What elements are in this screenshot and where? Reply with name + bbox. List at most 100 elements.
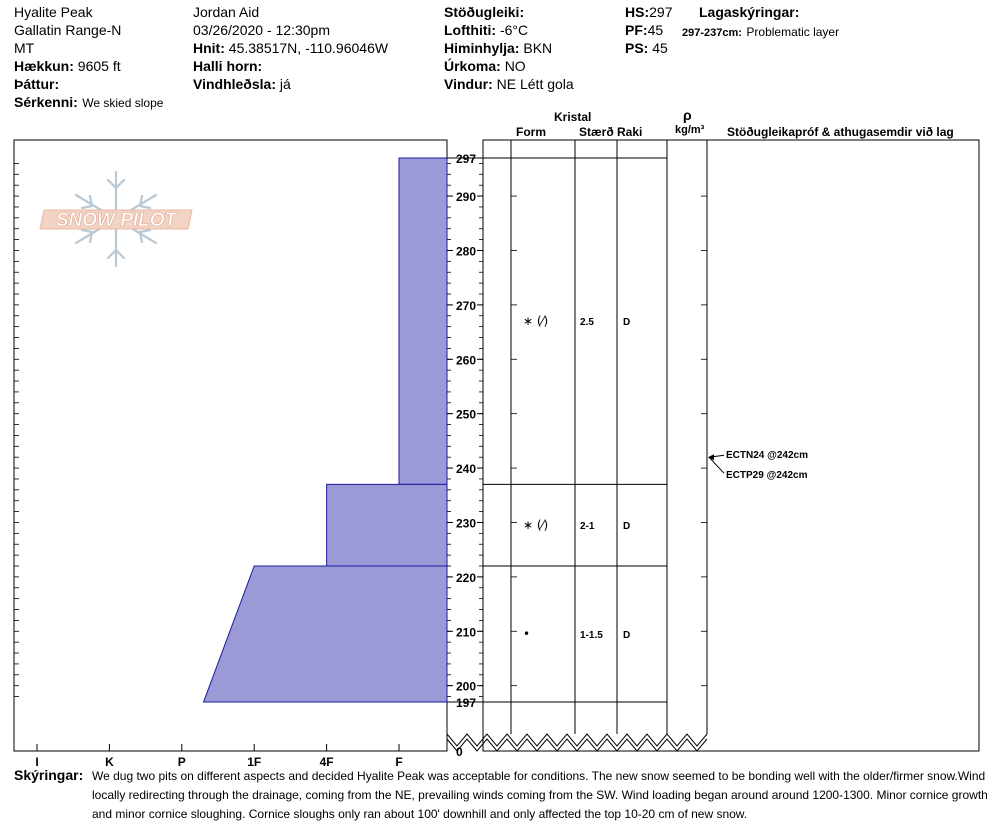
- sky-cover: Himinhylja: BKN: [444, 40, 552, 56]
- hardness-layer-3: [202, 565, 448, 703]
- hs: HS:297: [625, 4, 672, 20]
- pf-label: PF:: [625, 22, 648, 38]
- layer-moisture: D: [623, 317, 630, 328]
- range-name: Gallatin Range-N: [14, 22, 122, 38]
- layer-form: ∗ (⁄): [523, 518, 548, 532]
- layer-note: 297-237cm: Problematic layer: [682, 23, 839, 41]
- stability-notes-header: Stöðugleikapróf & athugasemdir við lag: [727, 125, 954, 139]
- size-header: Stærð: [579, 125, 614, 139]
- depth-zero-label: 0: [456, 745, 463, 759]
- comments-line-3: and minor cornice sloughing. Cornice slo…: [92, 807, 748, 821]
- layer-form: •: [523, 627, 530, 641]
- stability-tests: ECTN24 @242cm ECTP29 @242cm: [708, 450, 808, 481]
- hardness-layer-2: [326, 483, 448, 567]
- sky-value: BKN: [523, 40, 553, 56]
- depth-tick-label: 260: [456, 353, 476, 367]
- layer-moisture: D: [623, 630, 630, 641]
- zigzag-break: [446, 738, 708, 752]
- layer-form: ∗ (⁄): [523, 314, 548, 328]
- layer-note-range: 297-237cm:: [682, 27, 742, 39]
- hardness-tick-label: 4F: [320, 755, 334, 769]
- elevation-label: Hækkun:: [14, 58, 74, 74]
- hardness-tick-label: K: [105, 755, 114, 769]
- depth-axis: 200 210 220 230 240 250 260 270 280 290 297 197 0: [447, 140, 484, 759]
- depth-tick-label: 270: [456, 299, 476, 313]
- precip-value: NO: [504, 58, 526, 74]
- layer-size: 2-1: [580, 521, 595, 532]
- pf-value: 45: [647, 22, 664, 38]
- sky-label: Himinhylja:: [444, 40, 520, 56]
- depth-tick-label: 250: [456, 408, 476, 422]
- precipitation: Úrkoma: NO: [444, 58, 526, 74]
- hs-label: HS:: [625, 4, 650, 20]
- ps: PS: 45: [625, 40, 668, 56]
- state-name: MT: [14, 40, 35, 56]
- stability-test-label: ECTP29 @242cm: [726, 470, 808, 481]
- logo-text: SNOW PILOT: [56, 210, 178, 231]
- wind-loading: Vindhleðsla: já: [193, 76, 291, 92]
- depth-tick-label: 240: [456, 462, 476, 476]
- wind-label: Vindur:: [444, 76, 493, 92]
- boundary-label: 197: [456, 696, 476, 710]
- elevation-value: 9605 ft: [77, 58, 121, 74]
- depth-tick-label: 290: [456, 190, 476, 204]
- wind: Vindur: NE Létt gola: [444, 76, 574, 92]
- wind-loading-label: Vindhleðsla:: [193, 76, 276, 92]
- boundary-label: 297: [456, 152, 476, 166]
- observer-name: Jordan Aid: [193, 4, 260, 20]
- layer-table-content: ∗ (⁄) 2.5 D ∗ (⁄) 2-1 D • 1-1.5 D: [523, 314, 630, 641]
- elevation: Hækkun: 9605 ft: [14, 58, 121, 74]
- layer-note-text: Problematic layer: [746, 25, 840, 39]
- layer-size: 1-1.5: [580, 630, 603, 641]
- hardness-tick-label: 1F: [247, 755, 261, 769]
- stability-test-pointer: [708, 456, 725, 474]
- coordinates-label: Hnit:: [193, 40, 225, 56]
- stability-test-arrow: [708, 454, 714, 461]
- comments-label: Skýringar:: [14, 767, 84, 783]
- hardness-tick-label: F: [395, 755, 402, 769]
- hardness-axis: I K P 1F 4F F: [35, 744, 403, 769]
- stability-label: Stöðugleiki:: [444, 4, 525, 20]
- air-temp-value: -6°C: [499, 22, 529, 38]
- slope-angle-label: Halli horn:: [193, 58, 263, 74]
- observation-datetime: 03/26/2020 - 12:30pm: [193, 22, 330, 38]
- moisture-header: Raki: [617, 125, 643, 139]
- zigzag-break: [446, 733, 708, 747]
- hs-value: 297: [649, 4, 673, 20]
- layer-table: [446, 139, 980, 752]
- density-symbol: ρ: [683, 107, 692, 123]
- ps-value: 45: [652, 40, 668, 56]
- features: Sérkenni: We skied slope: [14, 94, 163, 112]
- features-value: We skied slope: [82, 96, 164, 110]
- depth-tick-label: 220: [456, 571, 476, 585]
- precip-label: Úrkoma:: [444, 58, 501, 74]
- table-frame: [482, 139, 980, 752]
- pf: PF:45: [625, 22, 663, 38]
- wind-loading-value: já: [279, 76, 291, 92]
- stability-test-label: ECTN24 @242cm: [726, 450, 808, 461]
- hardness-tick-label: P: [178, 755, 186, 769]
- depth-tick-label: 230: [456, 516, 476, 530]
- layer-size: 2.5: [580, 317, 594, 328]
- comments-text: We dug two pits on different aspects and…: [92, 767, 992, 824]
- form-header: Form: [516, 125, 546, 139]
- wind-value: NE Létt gola: [496, 76, 574, 92]
- crystal-header: Kristal: [554, 110, 592, 124]
- depth-tick-label: 280: [456, 244, 476, 258]
- layer-notes-label: Lagaskýringar:: [699, 4, 800, 20]
- snow-pilot-logo: SNOW PILOT: [39, 170, 193, 268]
- features-label: Sérkenni:: [14, 94, 78, 110]
- hardness-layer-1: [398, 157, 448, 485]
- coordinates: Hnit: 45.38517N, -110.96046W: [193, 40, 388, 56]
- coordinates-value: 45.38517N, -110.96046W: [228, 40, 389, 56]
- site-name: Hyalite Peak: [14, 4, 93, 20]
- comments-line-2: locally redirecting through the drainage…: [92, 788, 988, 802]
- hardness-tick-label: I: [35, 755, 38, 769]
- depth-tick-label: 210: [456, 625, 476, 639]
- aspect-label: Þáttur:: [14, 76, 60, 92]
- air-temperature: Lofthiti: -6°C: [444, 22, 528, 38]
- layer-moisture: D: [623, 521, 630, 532]
- ps-label: PS:: [625, 40, 649, 56]
- left-minor-ticks: [14, 163, 19, 697]
